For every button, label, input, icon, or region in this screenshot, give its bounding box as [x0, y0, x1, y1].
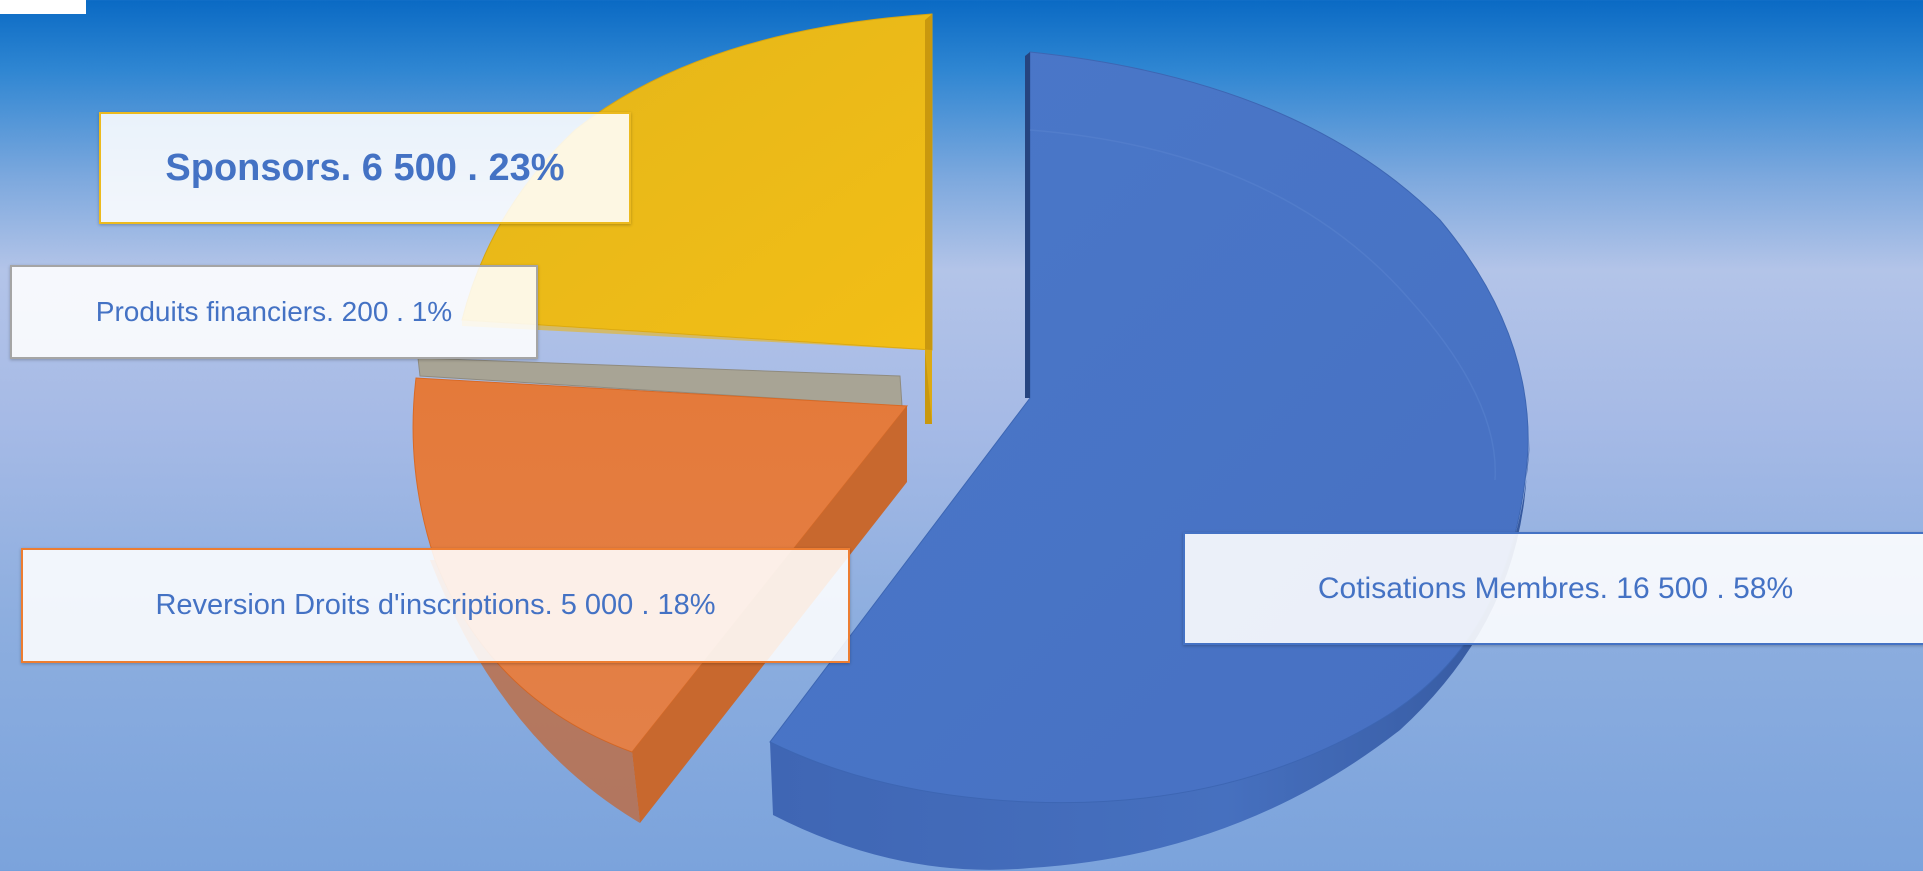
data-label-produits-financiers: Produits financiers. 200 . 1% — [10, 265, 538, 359]
corner-tab — [0, 0, 86, 14]
data-label-sponsors: Sponsors. 6 500 . 23% — [99, 112, 631, 224]
pie-slice-sponsors — [461, 13, 933, 424]
data-label-reversion: Reversion Droits d'inscriptions. 5 000 .… — [21, 548, 850, 663]
data-label-cotisations: Cotisations Membres. 16 500 . 58% — [1183, 532, 1923, 645]
